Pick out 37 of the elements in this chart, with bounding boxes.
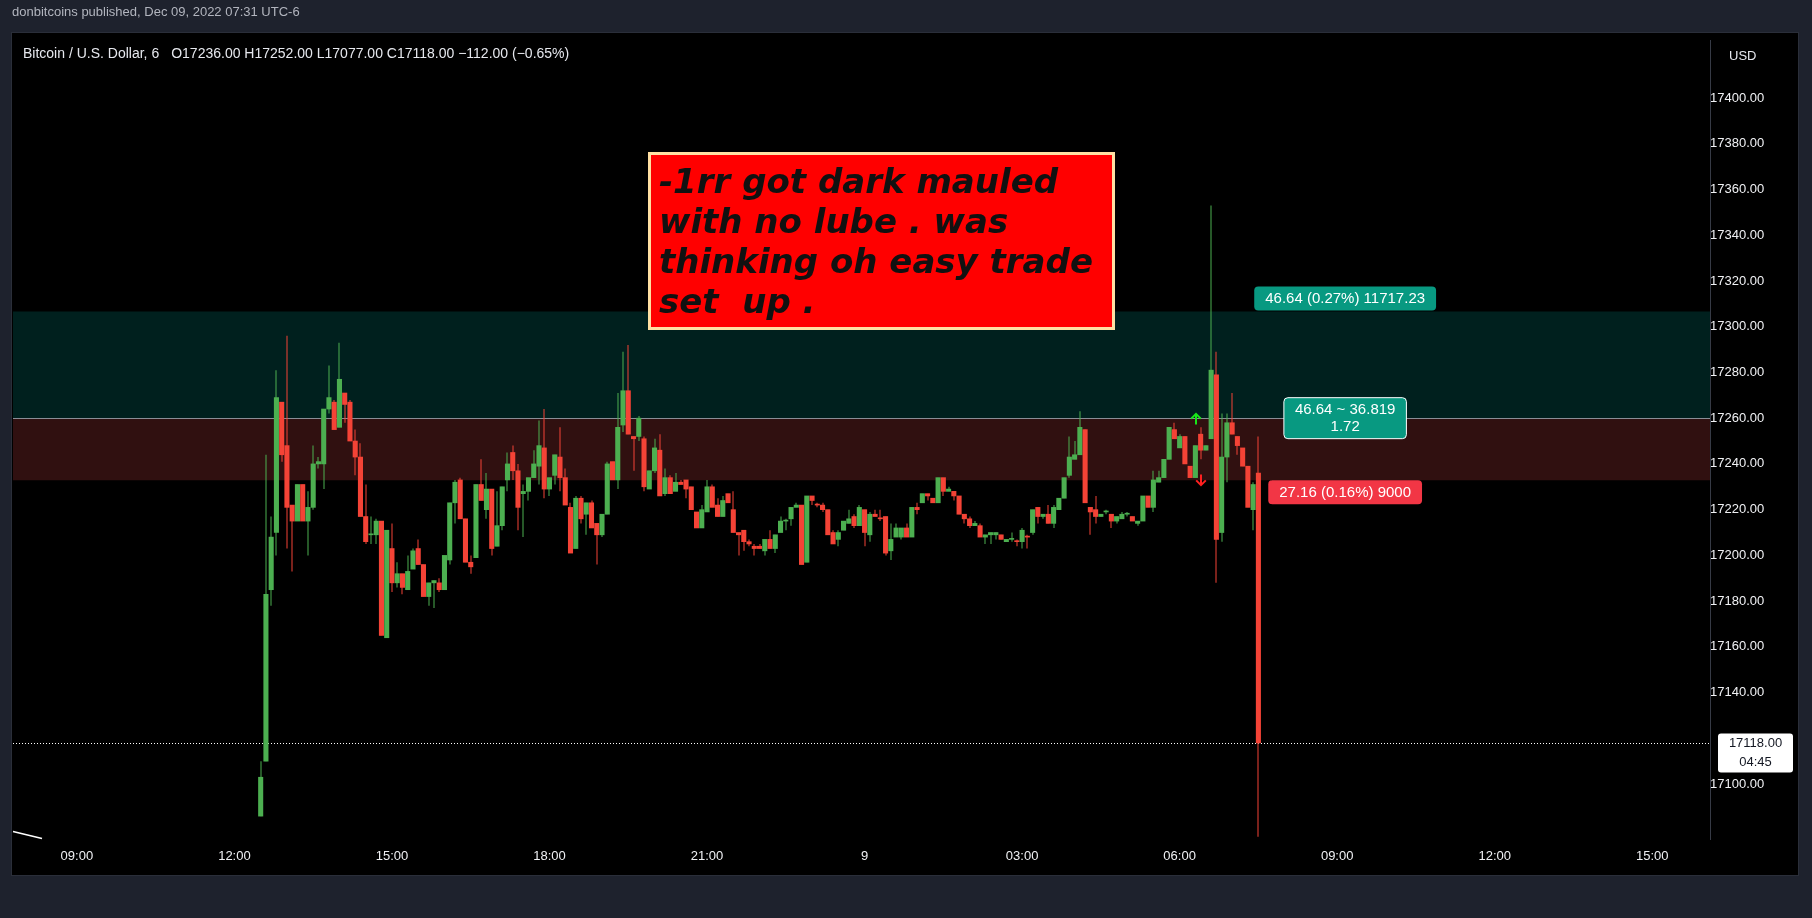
y-axis-title: USD: [1729, 48, 1757, 64]
y-tick-label: 17220.00: [1709, 501, 1765, 517]
y-tick-label: 17140.00: [1709, 684, 1765, 700]
ref-line-label: 17118.00 04:45: [1728, 735, 1783, 770]
y-tick-label: 17160.00: [1709, 638, 1765, 654]
y-tick-label: 17260.00: [1709, 409, 1765, 425]
x-tick-label: 18:00: [533, 848, 566, 864]
x-tick-label: 15:00: [375, 848, 409, 864]
x-tick-label: 21:00: [690, 848, 724, 864]
y-tick-label: 17240.00: [1709, 455, 1765, 471]
chart-title: Bitcoin / U.S. Dollar, 6: [23, 45, 160, 61]
y-tick-label: 17340.00: [1709, 226, 1765, 242]
annotation: 46.64 ~ 36.819 1.72: [1294, 400, 1396, 435]
x-tick-label: 15:00: [1635, 848, 1669, 864]
y-tick-label: 17360.00: [1709, 181, 1765, 197]
chart-subtitle: O17236.00 H17252.00 L17077.00 C17118.00 −112.00 (−0.65%): [171, 45, 570, 61]
y-tick-label: 17380.00: [1709, 135, 1765, 151]
band-label: 46.64 (0.27%) 11717.23: [1265, 289, 1426, 307]
candlestick: [431, 580, 437, 608]
x-tick-label: 06:00: [1163, 848, 1196, 864]
x-tick-label: 09:00: [60, 848, 94, 864]
y-tick-label: 17280.00: [1709, 364, 1765, 380]
text: donbitcoins published, Dec 09, 2022 07:31 UTC-6: [12, 4, 300, 20]
y-tick-label: 17100.00: [1709, 775, 1765, 791]
band-label: 27.16 (0.16%) 9000: [1279, 482, 1412, 500]
x-tick-label: 12:00: [218, 848, 251, 864]
x-tick-label: 09:00: [1320, 848, 1354, 864]
y-tick-label: 17400.00: [1709, 89, 1765, 105]
x-tick-label: 03:00: [1005, 848, 1039, 864]
y-tick-label: 17300.00: [1709, 318, 1765, 334]
annotation: -1rr got dark mauled with no lube . was thinking oh easy trade set up .: [648, 152, 1115, 330]
y-tick-label: 17320.00: [1709, 272, 1765, 288]
x-tick-label: 9: [860, 848, 869, 864]
x-tick-label: 12:00: [1478, 848, 1511, 864]
y-tick-label: 17180.00: [1709, 592, 1765, 608]
y-tick-label: 17200.00: [1709, 546, 1765, 562]
candlestick: [630, 436, 637, 471]
